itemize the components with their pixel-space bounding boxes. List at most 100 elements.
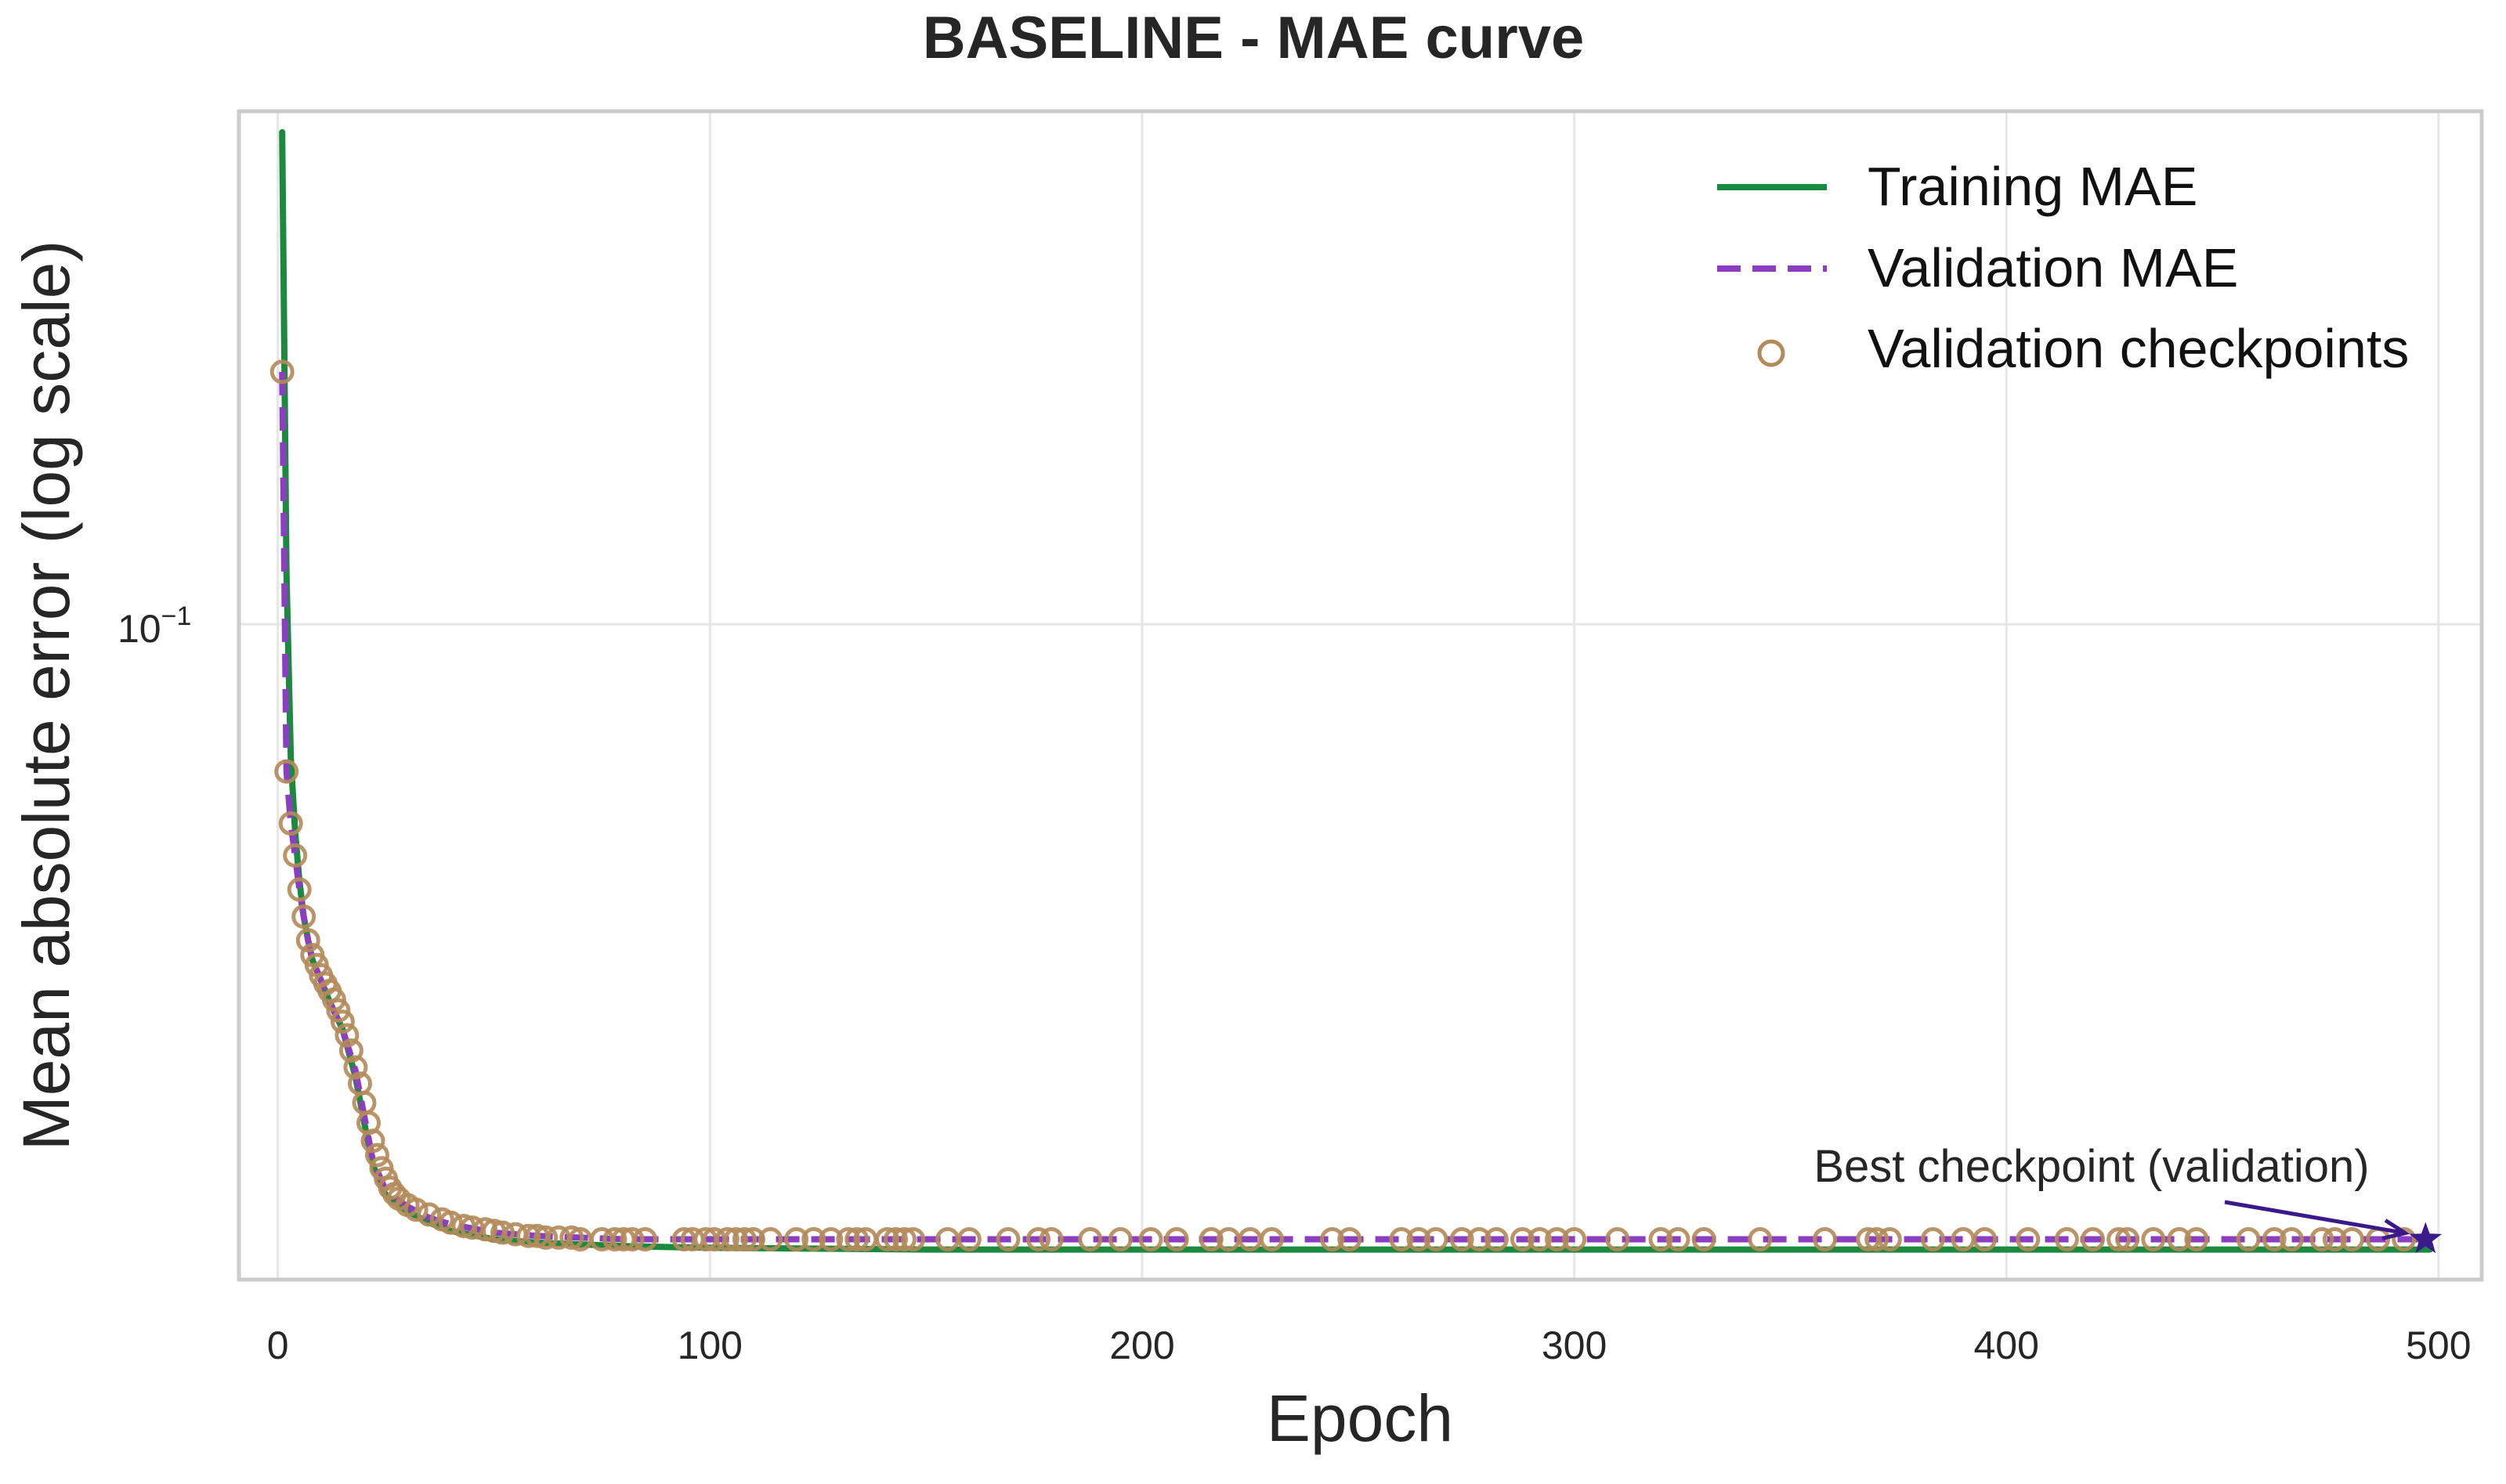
- x-tick-label: 400: [1973, 1323, 2038, 1367]
- x-axis-label: Epoch: [1267, 1381, 1453, 1455]
- x-tick-label: 200: [1109, 1323, 1174, 1367]
- validation-checkpoint-marker: [1605, 1227, 1630, 1251]
- validation-checkpoint-marker: [472, 1217, 497, 1242]
- validation-checkpoint-marker: [1527, 1227, 1552, 1251]
- validation-checkpoint-marker: [2106, 1227, 2132, 1251]
- validation-checkpoint-marker: [740, 1227, 765, 1251]
- validation-checkpoint-marker: [1973, 1227, 1998, 1251]
- validation-checkpoint-marker: [1259, 1227, 1284, 1251]
- validation-checkpoint-marker: [274, 759, 299, 784]
- validation-checkpoint-marker: [330, 1009, 355, 1034]
- validation-checkpoint-marker: [723, 1227, 748, 1251]
- validation-checkpoint-marker: [602, 1227, 627, 1251]
- validation-checkpoint-marker: [334, 1023, 360, 1048]
- validation-checkpoint-marker: [1199, 1227, 1224, 1251]
- legend: Training MAE Validation MAE Validation c…: [1717, 156, 2409, 379]
- validation-checkpoint-marker: [321, 987, 346, 1012]
- validation-checkpoint-marker: [2184, 1227, 2209, 1251]
- validation-checkpoint-marker: [2115, 1227, 2140, 1251]
- validation-checkpoint-marker: [901, 1227, 926, 1251]
- validation-checkpoint-marker: [1864, 1227, 1889, 1251]
- validation-checkpoint-marker: [403, 1197, 429, 1222]
- validation-checkpoint-marker: [1648, 1227, 1673, 1251]
- x-tick-label: 100: [678, 1323, 743, 1367]
- best-checkpoint-star: [2409, 1222, 2443, 1254]
- validation-checkpoint-marker: [1449, 1227, 1474, 1251]
- validation-checkpoint-marker: [836, 1227, 861, 1251]
- validation-checkpoint-marker: [844, 1227, 870, 1251]
- best-checkpoint-annotation: Best checkpoint (validation): [1814, 1141, 2443, 1254]
- validation-checkpoint-marker: [1026, 1227, 1050, 1251]
- tick-labels: 0 100 200 300 400 500 10−1: [118, 601, 2472, 1367]
- validation-checkpoint-marker: [287, 877, 312, 902]
- validation-checkpoint-marker: [956, 1227, 982, 1251]
- validation-checkpoint-marker: [2309, 1227, 2334, 1251]
- validation-checkpoint-marker: [1389, 1227, 1414, 1251]
- validation-checkpoint-marker: [801, 1227, 826, 1251]
- validation-checkpoint-marker: [326, 998, 351, 1023]
- validation-checkpoint-marker: [1466, 1227, 1492, 1251]
- validation-checkpoint-marker: [343, 1055, 368, 1080]
- validation-checkpoint-marker: [620, 1227, 645, 1251]
- validation-checkpoint-marker: [2279, 1227, 2304, 1251]
- validation-checkpoint-marker: [417, 1202, 442, 1227]
- validation-checkpoint-marker: [1108, 1227, 1133, 1251]
- validation-checkpoint-marker: [1337, 1227, 1362, 1251]
- validation-checkpoint-marker: [2392, 1227, 2417, 1251]
- validation-checkpoint-marker: [1665, 1227, 1691, 1251]
- x-tick-label: 500: [2406, 1323, 2471, 1367]
- plot-frame: [237, 109, 2484, 1282]
- validation-checkpoint-marker: [295, 928, 320, 953]
- validation-checkpoint-marker: [2016, 1227, 2041, 1251]
- validation-checkpoint-marker: [2340, 1227, 2364, 1251]
- validation-checkpoint-marker: [892, 1227, 917, 1251]
- validation-checkpoint-marker: [714, 1227, 740, 1251]
- legend-training-label: Training MAE: [1868, 156, 2197, 217]
- validation-checkpoint-marker: [884, 1227, 908, 1251]
- validation-checkpoint-marker: [438, 1210, 463, 1235]
- validation-checkpoint-marker: [1406, 1227, 1431, 1251]
- validation-checkpoint-marker: [996, 1227, 1021, 1251]
- validation-checkpoint-marker: [784, 1227, 809, 1251]
- legend-checkpoint-marker: [1757, 339, 1785, 367]
- validation-checkpoint-marker: [1039, 1227, 1064, 1251]
- validation-checkpoint-marker: [365, 1143, 389, 1168]
- y-tick-label: 10−1: [118, 601, 191, 651]
- validation-checkpoint-marker: [1164, 1227, 1189, 1251]
- validation-checkpoint-marker: [338, 1038, 363, 1063]
- chart-title: BASELINE - MAE curve: [923, 5, 1585, 71]
- validation-checkpoint-marker: [1078, 1227, 1103, 1251]
- validation-checkpoint-marker: [1877, 1227, 1902, 1251]
- best-checkpoint-label: Best checkpoint (validation): [1814, 1141, 2369, 1192]
- x-tick-label: 0: [267, 1323, 289, 1367]
- grid-lines: [239, 111, 2482, 1280]
- validation-checkpoint-marker: [2236, 1227, 2261, 1251]
- validation-checkpoint-marker: [490, 1220, 515, 1245]
- validation-checkpoint-marker: [516, 1223, 541, 1248]
- legend-validation-label: Validation MAE: [1868, 237, 2238, 298]
- plot-area: [269, 128, 2433, 1253]
- validation-checkpoint-marker: [2081, 1227, 2105, 1251]
- validation-checkpoint-marker: [2141, 1227, 2166, 1251]
- validation-checkpoint-marker: [1138, 1227, 1163, 1251]
- validation-checkpoint-marker: [360, 1128, 385, 1154]
- validation-checkpoint-marker: [633, 1227, 657, 1251]
- validation-checkpoint-marker: [875, 1227, 899, 1251]
- validation-checkpoint-marker: [269, 359, 295, 385]
- validation-checkpoint-marker: [1813, 1227, 1837, 1251]
- validation-checkpoint-marker: [2167, 1227, 2192, 1251]
- y-axis-label: Mean absolute error (log scale): [9, 240, 83, 1151]
- validation-checkpoint-marker: [1320, 1227, 1345, 1251]
- legend-checkpoint-label: Validation checkpoints: [1868, 318, 2409, 379]
- validation-checkpoint-marker: [1510, 1227, 1535, 1251]
- x-tick-label: 300: [1542, 1323, 1607, 1367]
- validation-checkpoint-marker: [1562, 1227, 1587, 1251]
- validation-checkpoint-marker: [2322, 1227, 2347, 1251]
- validation-checkpoint-marker: [1691, 1227, 1716, 1251]
- validation-checkpoint-marker: [1484, 1227, 1509, 1251]
- validation-checkpoint-marker: [1423, 1227, 1448, 1251]
- validation-checkpoint-marker: [291, 904, 316, 929]
- validation-checkpoint-marker: [1920, 1227, 1945, 1251]
